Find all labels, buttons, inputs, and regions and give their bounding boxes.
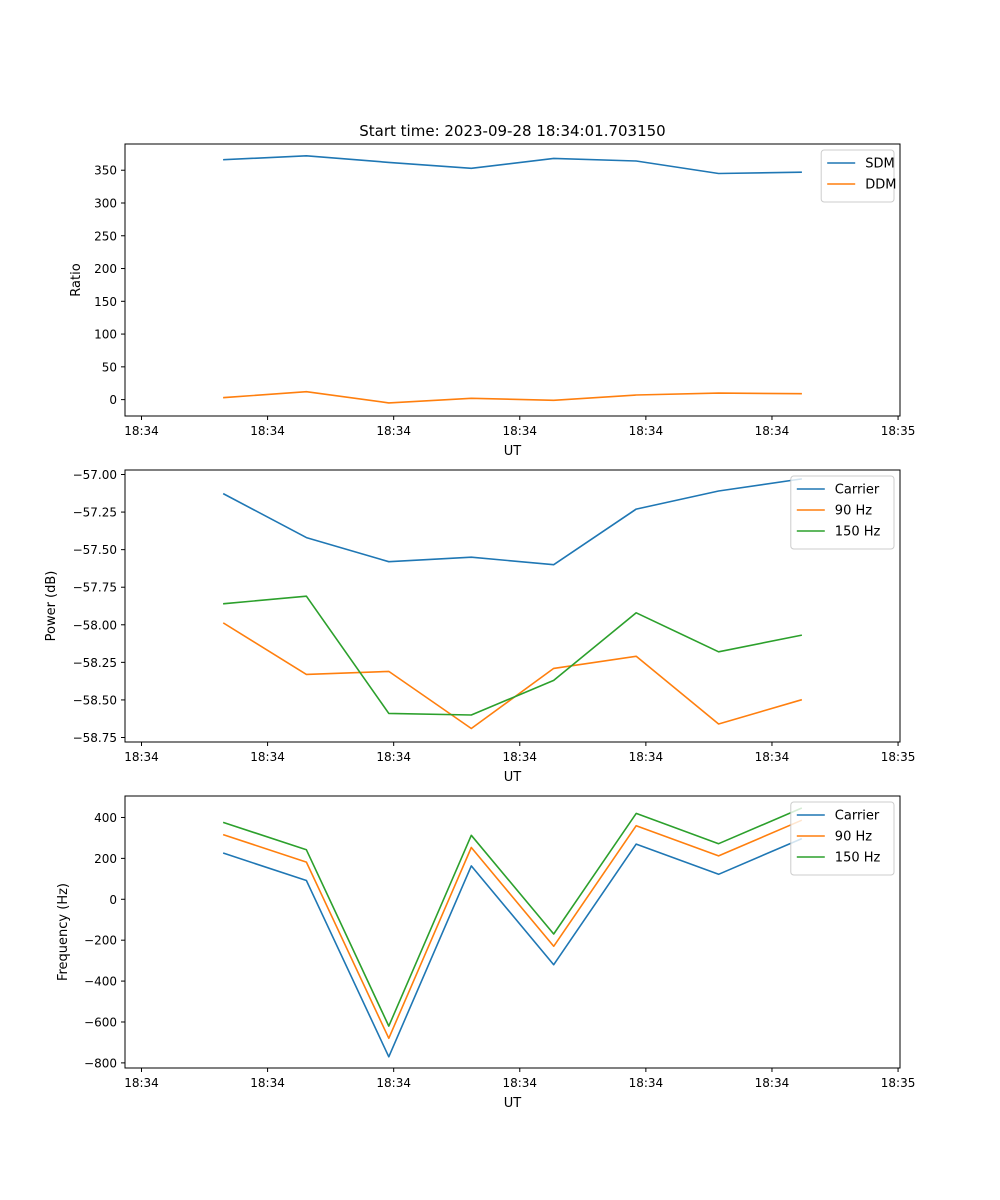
panel-2-x-tick-label: 18:34: [124, 750, 159, 764]
panel-1-x-tick-label: 18:35: [881, 424, 916, 438]
panel-3-legend-90-hz-label: 90 Hz: [835, 830, 872, 845]
panel-1-x-tick-label: 18:34: [124, 424, 159, 438]
panel-1-x-tick-label: 18:34: [502, 424, 537, 438]
panel-1-y-tick-label: 50: [102, 360, 117, 374]
panel-1-y-tick-label: 250: [94, 229, 117, 243]
panel-3-y-tick-label: −600: [84, 1015, 117, 1029]
panel-3-x-axis-label: UT: [504, 1096, 522, 1111]
panel-1-legend: SDM DDM: [820, 149, 896, 203]
panel-3-x-tick-label: 18:34: [755, 1076, 790, 1090]
panel-2-x-tick-label: 18:34: [629, 750, 664, 764]
panel-3-y-tick-label: 400: [94, 811, 117, 825]
panel-3-series-150-hz-line: [222, 807, 803, 1027]
panel-2-y-tick-label: −57.75: [73, 581, 117, 595]
panel-2-legend-150-hz-label: 150 Hz: [835, 525, 881, 540]
panel-3-y-axis-label: Frequency (Hz): [56, 883, 71, 981]
panel-1-x-tick-label: 18:34: [376, 424, 411, 438]
panel-1-y-axis-label: Ratio: [69, 263, 84, 296]
panel-2-y-tick-label: −58.75: [73, 731, 117, 745]
panel-2-y-tick-label: −57.25: [73, 506, 117, 520]
panel-3-x-tick-label: 18:34: [250, 1076, 285, 1090]
panel-3-y-tick-label: −400: [84, 975, 117, 989]
panel-1-y-tick-label: 0: [109, 393, 117, 407]
panel-1-series-sdm-line: [223, 155, 802, 175]
panel-1-y-tick-label: 300: [94, 196, 117, 210]
panel-2-y-axis-label: Power (dB): [44, 571, 59, 642]
panel-1-x-tick-label: 18:34: [629, 424, 664, 438]
panel-2-y-tick-label: −58.25: [73, 656, 117, 670]
panel-1-x-tick-label: 18:34: [755, 424, 790, 438]
panel-1-legend-ddm-label: DDM: [865, 178, 896, 193]
figure-title: Start time: 2023-09-28 18:34:01.703150: [359, 122, 665, 140]
panel-3: 18:34 18:34 18:34 18:34 18:34 18:34 18:35 −800 −…: [56, 795, 916, 1111]
panel-1-y-tick-label: 100: [94, 328, 117, 342]
panel-3-axes-frame: [124, 795, 901, 1069]
panel-2-y-tick-label: −57.00: [73, 468, 117, 482]
panel-1-legend-sdm-label: SDM: [865, 157, 894, 172]
panel-2: 18:34 18:34 18:34 18:34 18:34 18:34 18:35 −58.7…: [44, 468, 915, 785]
panel-2-y-tick-label: −57.50: [73, 543, 117, 557]
panel-2-series-carrier-line: [222, 478, 803, 566]
panel-2-legend: Carrier 90 Hz 150 Hz: [790, 475, 895, 550]
panel-2-x-tick-label: 18:34: [755, 750, 790, 764]
panel-2-x-tick-label: 18:35: [881, 750, 916, 764]
panel-1-axes-frame: [124, 143, 901, 417]
panel-3-legend: Carrier 90 Hz 150 Hz: [790, 801, 895, 876]
panel-3-x-tick-label: 18:34: [629, 1076, 664, 1090]
panel-2-x-axis-label: UT: [504, 770, 522, 785]
panel-3-y-tick-label: 0: [109, 893, 117, 907]
panel-3-series-carrier-line: [222, 837, 803, 1058]
panel-3-y-tick-label: −200: [84, 934, 117, 948]
panel-2-x-tick-label: 18:34: [376, 750, 411, 764]
panel-1-y-tick-label: 150: [94, 295, 117, 309]
panel-3-y-tick-label: −800: [84, 1056, 117, 1070]
panel-2-legend-carrier-label: Carrier: [835, 483, 880, 498]
panel-3-x-tick-label: 18:34: [124, 1076, 159, 1090]
panel-1-x-tick-label: 18:34: [250, 424, 285, 438]
panel-2-legend-90-hz-label: 90 Hz: [835, 504, 872, 519]
panel-1-series-ddm-line: [223, 390, 802, 404]
panel-3-x-tick-label: 18:34: [502, 1076, 537, 1090]
panel-1-y-tick-label: 350: [94, 164, 117, 178]
panel-3-x-tick-label: 18:35: [881, 1076, 916, 1090]
panel-1-y-tick-label: 200: [94, 262, 117, 276]
panel-2-y-tick-label: −58.00: [73, 618, 117, 632]
panel-3-series-90-hz-line: [222, 819, 803, 1040]
panel-1: 18:34 18:34 18:34 18:34 18:34 18:34 18:35 0 50 10…: [69, 143, 916, 459]
panel-2-x-tick-label: 18:34: [502, 750, 537, 764]
panel-2-y-tick-label: −58.50: [73, 693, 117, 707]
panels: 18:34 18:34 18:34 18:34 18:34 18:34 18:35 0 50 10…: [44, 143, 916, 1111]
panel-3-legend-150-hz-label: 150 Hz: [835, 851, 881, 866]
panel-2-axes-frame: [124, 469, 901, 743]
panel-3-legend-carrier-label: Carrier: [835, 809, 880, 824]
panel-3-x-tick-label: 18:34: [376, 1076, 411, 1090]
panel-1-x-axis-label: UT: [504, 444, 522, 459]
panel-2-series-150-hz-line: [223, 595, 803, 716]
panel-3-y-tick-label: 200: [94, 852, 117, 866]
panel-2-x-tick-label: 18:34: [250, 750, 285, 764]
